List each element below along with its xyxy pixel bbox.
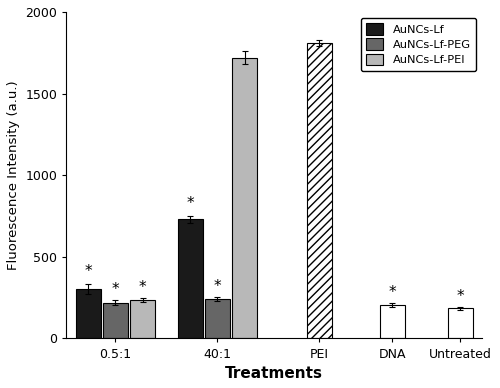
Legend: AuNCs-Lf, AuNCs-Lf-PEG, AuNCs-Lf-PEI: AuNCs-Lf, AuNCs-Lf-PEG, AuNCs-Lf-PEI <box>360 17 476 71</box>
Text: *: * <box>186 196 194 211</box>
Bar <box>178 219 203 338</box>
Bar <box>205 299 230 338</box>
Bar <box>448 308 472 338</box>
Bar <box>130 300 155 338</box>
Bar <box>307 43 332 338</box>
Text: *: * <box>388 285 396 300</box>
Bar <box>380 305 404 338</box>
Text: *: * <box>112 282 119 297</box>
Y-axis label: Fluorescence Intensity (a.u.): Fluorescence Intensity (a.u.) <box>7 80 20 270</box>
Bar <box>103 303 128 338</box>
Bar <box>232 58 257 338</box>
Bar <box>76 289 100 338</box>
Text: *: * <box>456 289 464 304</box>
Text: *: * <box>138 280 146 295</box>
X-axis label: Treatments: Treatments <box>225 366 323 381</box>
Text: *: * <box>84 264 92 279</box>
Text: *: * <box>214 279 221 294</box>
